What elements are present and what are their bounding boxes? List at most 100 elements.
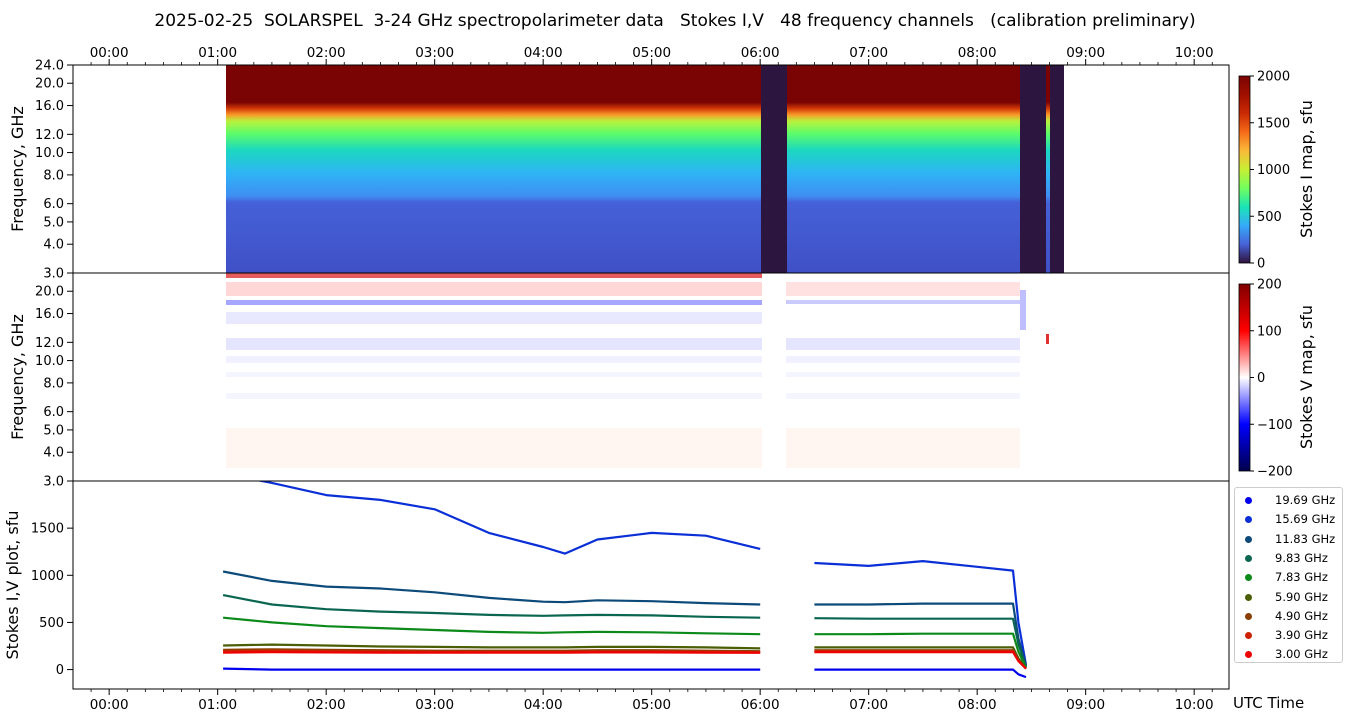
top-time-label: 03:00 xyxy=(415,45,454,61)
stokes-v-colorbar-label: Stokes V map, sfu xyxy=(1297,305,1316,449)
legend: 19.69 GHz 15.69 GHz 11.83 GHz 9.83 GHz 7.83 … xyxy=(1234,487,1343,663)
freq-tick-label: 5.0 xyxy=(43,215,64,230)
colorbar-tick-label: 1500 xyxy=(1257,116,1290,131)
legend-entry: 9.83 GHz xyxy=(1235,549,1342,568)
bottom-time-label: 06:00 xyxy=(741,697,780,713)
top-time-label: 00:00 xyxy=(90,45,129,61)
colorbar-tick-label: 200 xyxy=(1257,278,1282,293)
legend-entry: 15.69 GHz xyxy=(1235,510,1342,529)
series-line-5_90-GHz xyxy=(223,643,761,650)
colorbar-tick-label: 0 xyxy=(1257,371,1265,386)
legend-label: 11.83 GHz xyxy=(1275,531,1336,546)
stokes-i-ylabel: Frequency, GHz xyxy=(8,106,27,232)
freq-tick-label: 6.0 xyxy=(43,405,64,420)
stokes-v-pos-band-1 xyxy=(226,282,762,296)
stokes-line-y-ticks: 0 500 1000 1500 xyxy=(31,522,73,678)
freq-tick-label: 5.0 xyxy=(43,423,64,438)
stokes-i-colorbar xyxy=(1238,75,1251,264)
value-tick-label: 500 xyxy=(39,616,64,631)
legend-label: 4.90 GHz xyxy=(1275,608,1328,623)
value-tick-label: 0 xyxy=(56,663,64,678)
legend-marker xyxy=(1245,651,1252,659)
legend-marker xyxy=(1245,497,1252,504)
bottom-time-label: 09:00 xyxy=(1066,697,1105,713)
stokes-v-faint-pos-band xyxy=(226,428,1020,468)
legend-entry: 5.90 GHz xyxy=(1235,588,1342,607)
legend-label: 3.00 GHz xyxy=(1275,647,1328,662)
stokes-i-heatmap xyxy=(226,65,1064,273)
series-line-11_83-GHz xyxy=(814,602,1028,667)
freq-tick-label: 20.0 xyxy=(35,77,64,92)
legend-entry: 7.83 GHz xyxy=(1235,568,1342,587)
stokes-i-gap-0600 xyxy=(761,65,787,273)
top-time-label: 07:00 xyxy=(849,45,888,61)
stokes-i-panel: 3.0 4.0 5.0 6.0 8.0 10.0 12.0 16.0 20.0 24.0 Freq… xyxy=(8,59,1316,282)
bottom-time-label: 02:00 xyxy=(307,697,346,713)
stokes-i-band-c xyxy=(1046,65,1050,273)
legend-entry: 11.83 GHz xyxy=(1235,530,1342,549)
legend-marker xyxy=(1245,554,1252,562)
chart-title: 2025-02-25 SOLARSPEL 3-24 GHz spectropol… xyxy=(154,11,1196,31)
series-line-15_69-GHz xyxy=(256,481,761,555)
stokes-v-panel: 3.0 4.0 5.0 6.0 8.0 10.0 12.0 16.0 20.0 Frequenc… xyxy=(8,272,1316,490)
bottom-time-axis: 00:00 01:00 02:00 03:00 04:00 05:00 06:00 07:00… xyxy=(90,689,1214,713)
legend-marker xyxy=(1245,516,1252,524)
stokes-i-gap-0841 xyxy=(1050,65,1064,273)
stokes-v-flare-neg xyxy=(1020,290,1026,330)
legend-marker xyxy=(1245,535,1252,543)
stokes-i-gap-0825 xyxy=(1020,65,1046,273)
freq-tick-label: 10.0 xyxy=(35,354,64,369)
stokes-v-neg-band-3 xyxy=(226,356,1020,363)
colorbar-tick-label: 0 xyxy=(1257,257,1265,272)
freq-tick-label: 20.0 xyxy=(35,285,64,300)
stokes-v-ylabel: Frequency, GHz xyxy=(8,314,27,440)
stokes-line-panel: 0 500 1000 1500 Stokes I,V plot, sfu xyxy=(3,480,1230,690)
series-line-9_83-GHz xyxy=(814,617,1028,668)
stokes-v-neg-band-1 xyxy=(226,312,762,324)
stokes-v-heatmap xyxy=(226,273,1064,481)
stokes-v-gap-0600 xyxy=(762,273,786,481)
series-line-9_83-GHz xyxy=(222,594,761,619)
freq-tick-label: 4.0 xyxy=(43,238,64,253)
legend-entry: 3.00 GHz xyxy=(1235,645,1342,664)
stokes-v-colorbar xyxy=(1238,283,1251,472)
colorbar-tick-label: 100 xyxy=(1257,324,1282,339)
legend-entry: 3.90 GHz xyxy=(1235,626,1342,645)
stokes-i-colorbar-ticks: 0 500 1000 1500 2000 xyxy=(1250,70,1290,272)
bottom-time-label: 04:00 xyxy=(524,697,563,713)
bottom-time-label: 10:00 xyxy=(1175,697,1214,713)
series-line-7_83-GHz xyxy=(814,632,1027,669)
top-time-label: 01:00 xyxy=(198,45,237,61)
colorbar-tick-label: −200 xyxy=(1257,465,1293,480)
bottom-time-label: 01:00 xyxy=(198,697,237,713)
series-line-19_69-GHz xyxy=(223,667,761,671)
legend-label: 9.83 GHz xyxy=(1275,550,1328,565)
bottom-time-label: 08:00 xyxy=(958,697,997,713)
stokes-i-y-ticks: 3.0 4.0 5.0 6.0 8.0 10.0 12.0 16.0 20.0 24.0 xyxy=(35,59,73,282)
stokes-line-frame xyxy=(72,480,1230,690)
freq-tick-label: 6.0 xyxy=(43,197,64,212)
colorbar-tick-label: −100 xyxy=(1257,418,1293,433)
stokes-line-plot xyxy=(222,481,1028,679)
colorbar-tick-label: 1000 xyxy=(1257,163,1290,178)
series-line-7_83-GHz xyxy=(222,616,761,636)
stokes-v-pos-band-2 xyxy=(786,282,1020,296)
stokes-v-neg-band-5 xyxy=(226,393,1020,399)
series-line-15_69-GHz xyxy=(814,560,1028,666)
legend-label: 5.90 GHz xyxy=(1275,589,1328,604)
stokes-v-neg-band-4 xyxy=(226,372,1020,377)
bottom-time-label: 05:00 xyxy=(632,697,671,713)
freq-tick-label: 4.0 xyxy=(43,446,64,461)
stokes-v-flare-pos xyxy=(1046,334,1049,344)
stokes-v-neg-line-1 xyxy=(226,300,762,305)
legend-marker xyxy=(1245,612,1252,620)
top-time-axis: 00:00 01:00 02:00 03:00 04:00 05:00 06:00 07:00… xyxy=(90,45,1214,65)
top-time-label: 08:00 xyxy=(958,45,997,61)
legend-marker xyxy=(1245,632,1252,640)
legend-entry: 19.69 GHz xyxy=(1235,491,1342,510)
freq-tick-label: 3.0 xyxy=(43,475,64,490)
series-line-3_90-GHz xyxy=(814,650,1027,670)
bottom-time-label: 07:00 xyxy=(849,697,888,713)
freq-tick-label: 16.0 xyxy=(35,307,64,322)
top-time-label: 10:00 xyxy=(1175,45,1214,61)
